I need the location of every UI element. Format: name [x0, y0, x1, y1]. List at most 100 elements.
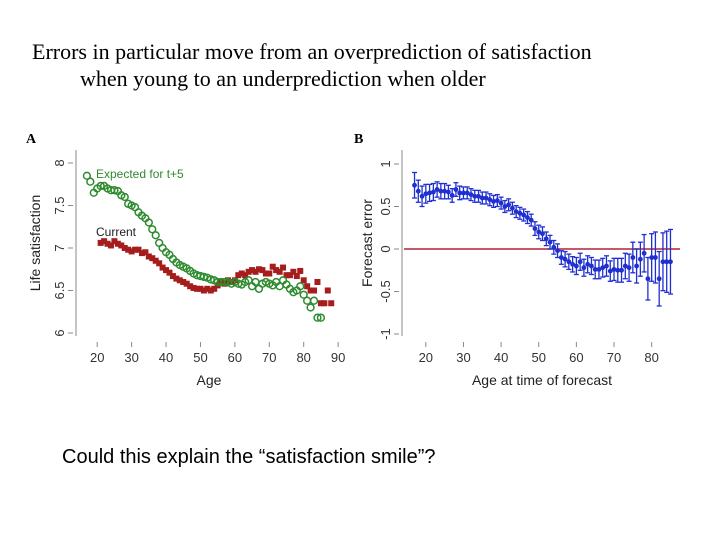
- forecast-point: [543, 236, 549, 242]
- current-point: [255, 266, 262, 273]
- expected-point: [110, 186, 119, 195]
- expected-point: [206, 275, 215, 284]
- current-point: [293, 273, 300, 280]
- slide-caption: Could this explain the “satisfaction smi…: [62, 446, 436, 468]
- current-point: [321, 300, 328, 307]
- current-point: [300, 277, 307, 284]
- current-point: [211, 285, 218, 292]
- forecast-point: [461, 190, 466, 196]
- current-point: [152, 257, 159, 264]
- forecast-point: [630, 255, 636, 260]
- current-point: [138, 250, 145, 257]
- forecast-point: [521, 212, 527, 218]
- current-point: [276, 268, 283, 275]
- current-point: [262, 270, 269, 277]
- current-point: [317, 300, 324, 307]
- x-tick-label: 80: [644, 350, 658, 365]
- x-tick-label: 40: [494, 350, 508, 365]
- y-tick-label: -1: [378, 328, 393, 340]
- forecast-point: [442, 188, 448, 194]
- forecast-point: [487, 197, 493, 203]
- forecast-point: [649, 255, 655, 260]
- y-tick-label: 0: [378, 245, 393, 252]
- forecast-point: [449, 193, 455, 198]
- current-point: [231, 277, 238, 284]
- current-point: [101, 238, 108, 245]
- panel-a-letter: A: [26, 132, 37, 147]
- forecast-point: [464, 190, 470, 196]
- current-point: [273, 267, 280, 274]
- forecast-point: [566, 259, 572, 265]
- y-tick-label: 7.5: [52, 196, 67, 214]
- forecast-point: [589, 263, 594, 269]
- forecast-point: [419, 193, 425, 199]
- x-tick-label: 90: [331, 350, 345, 365]
- y-tick-label: 8: [52, 159, 67, 166]
- forecast-point: [641, 250, 647, 256]
- slide-title-line-1: Errors in particular move from an overpr…: [32, 39, 592, 64]
- forecast-point: [607, 268, 613, 274]
- figure-panels: A 6 6.5 7 7.5 8 20 30 40 50 60 70 80 90 Expected fo…: [26, 132, 682, 388]
- expected-point: [316, 313, 326, 322]
- x-tick-label: 60: [569, 350, 583, 365]
- panel-b-letter: B: [354, 132, 363, 147]
- forecast-point: [622, 263, 628, 269]
- legend-expected: Expected for t+5: [96, 167, 184, 181]
- current-point: [307, 287, 314, 294]
- forecast-point: [592, 267, 598, 272]
- forecast-point: [600, 265, 606, 271]
- panel-a: A 6 6.5 7 7.5 8 20 30 40 50 60 70 80 90 Expected fo…: [26, 132, 352, 388]
- expected-point: [151, 231, 160, 240]
- forecast-point: [494, 198, 500, 203]
- expected-point: [296, 282, 305, 291]
- current-point: [238, 270, 245, 277]
- forecast-point: [577, 259, 583, 265]
- current-point: [259, 267, 266, 274]
- x-tick-label: 20: [90, 350, 104, 365]
- forecast-point: [596, 267, 602, 272]
- panel-a-x-ticks: 20 30 40 50 60 70 80 90: [90, 342, 345, 365]
- forecast-point: [562, 256, 568, 262]
- forecast-point: [513, 209, 519, 214]
- forecast-point: [585, 261, 591, 267]
- x-tick-label: 50: [532, 350, 546, 365]
- forecast-point: [498, 200, 504, 206]
- expected-point: [306, 303, 315, 312]
- current-point: [156, 260, 163, 267]
- x-tick-label: 80: [296, 350, 310, 365]
- panel-b-x-title: Age at time of forecast: [472, 372, 612, 388]
- expected-point: [120, 192, 129, 202]
- y-tick-label: 6.5: [52, 281, 67, 299]
- current-point: [176, 277, 183, 284]
- panel-a-y-title: Life satisfaction: [27, 195, 43, 292]
- current-point: [97, 239, 104, 246]
- expected-point: [199, 272, 209, 282]
- forecast-point: [472, 193, 478, 199]
- y-tick-label: 0.5: [378, 197, 393, 215]
- current-point: [166, 269, 173, 276]
- current-point: [125, 246, 132, 253]
- current-point: [142, 249, 149, 256]
- forecast-point: [453, 187, 459, 192]
- current-point: [180, 279, 187, 285]
- expected-point: [96, 181, 105, 191]
- current-point: [190, 284, 197, 291]
- current-point: [200, 287, 207, 294]
- current-point: [187, 283, 194, 290]
- x-tick-label: 30: [456, 350, 470, 365]
- forecast-point: [558, 255, 564, 260]
- current-point: [283, 272, 290, 279]
- x-tick-label: 20: [419, 350, 433, 365]
- current-point: [235, 272, 242, 279]
- y-tick-label: 7: [52, 244, 67, 251]
- forecast-point: [491, 199, 496, 204]
- forecast-point: [412, 182, 417, 188]
- expected-point: [144, 218, 153, 227]
- current-point: [107, 242, 114, 249]
- current-point: [114, 240, 121, 247]
- forecast-point: [619, 267, 624, 273]
- current-point: [145, 253, 152, 260]
- forecast-point: [430, 189, 436, 195]
- current-point: [204, 285, 211, 292]
- forecast-point: [540, 231, 545, 237]
